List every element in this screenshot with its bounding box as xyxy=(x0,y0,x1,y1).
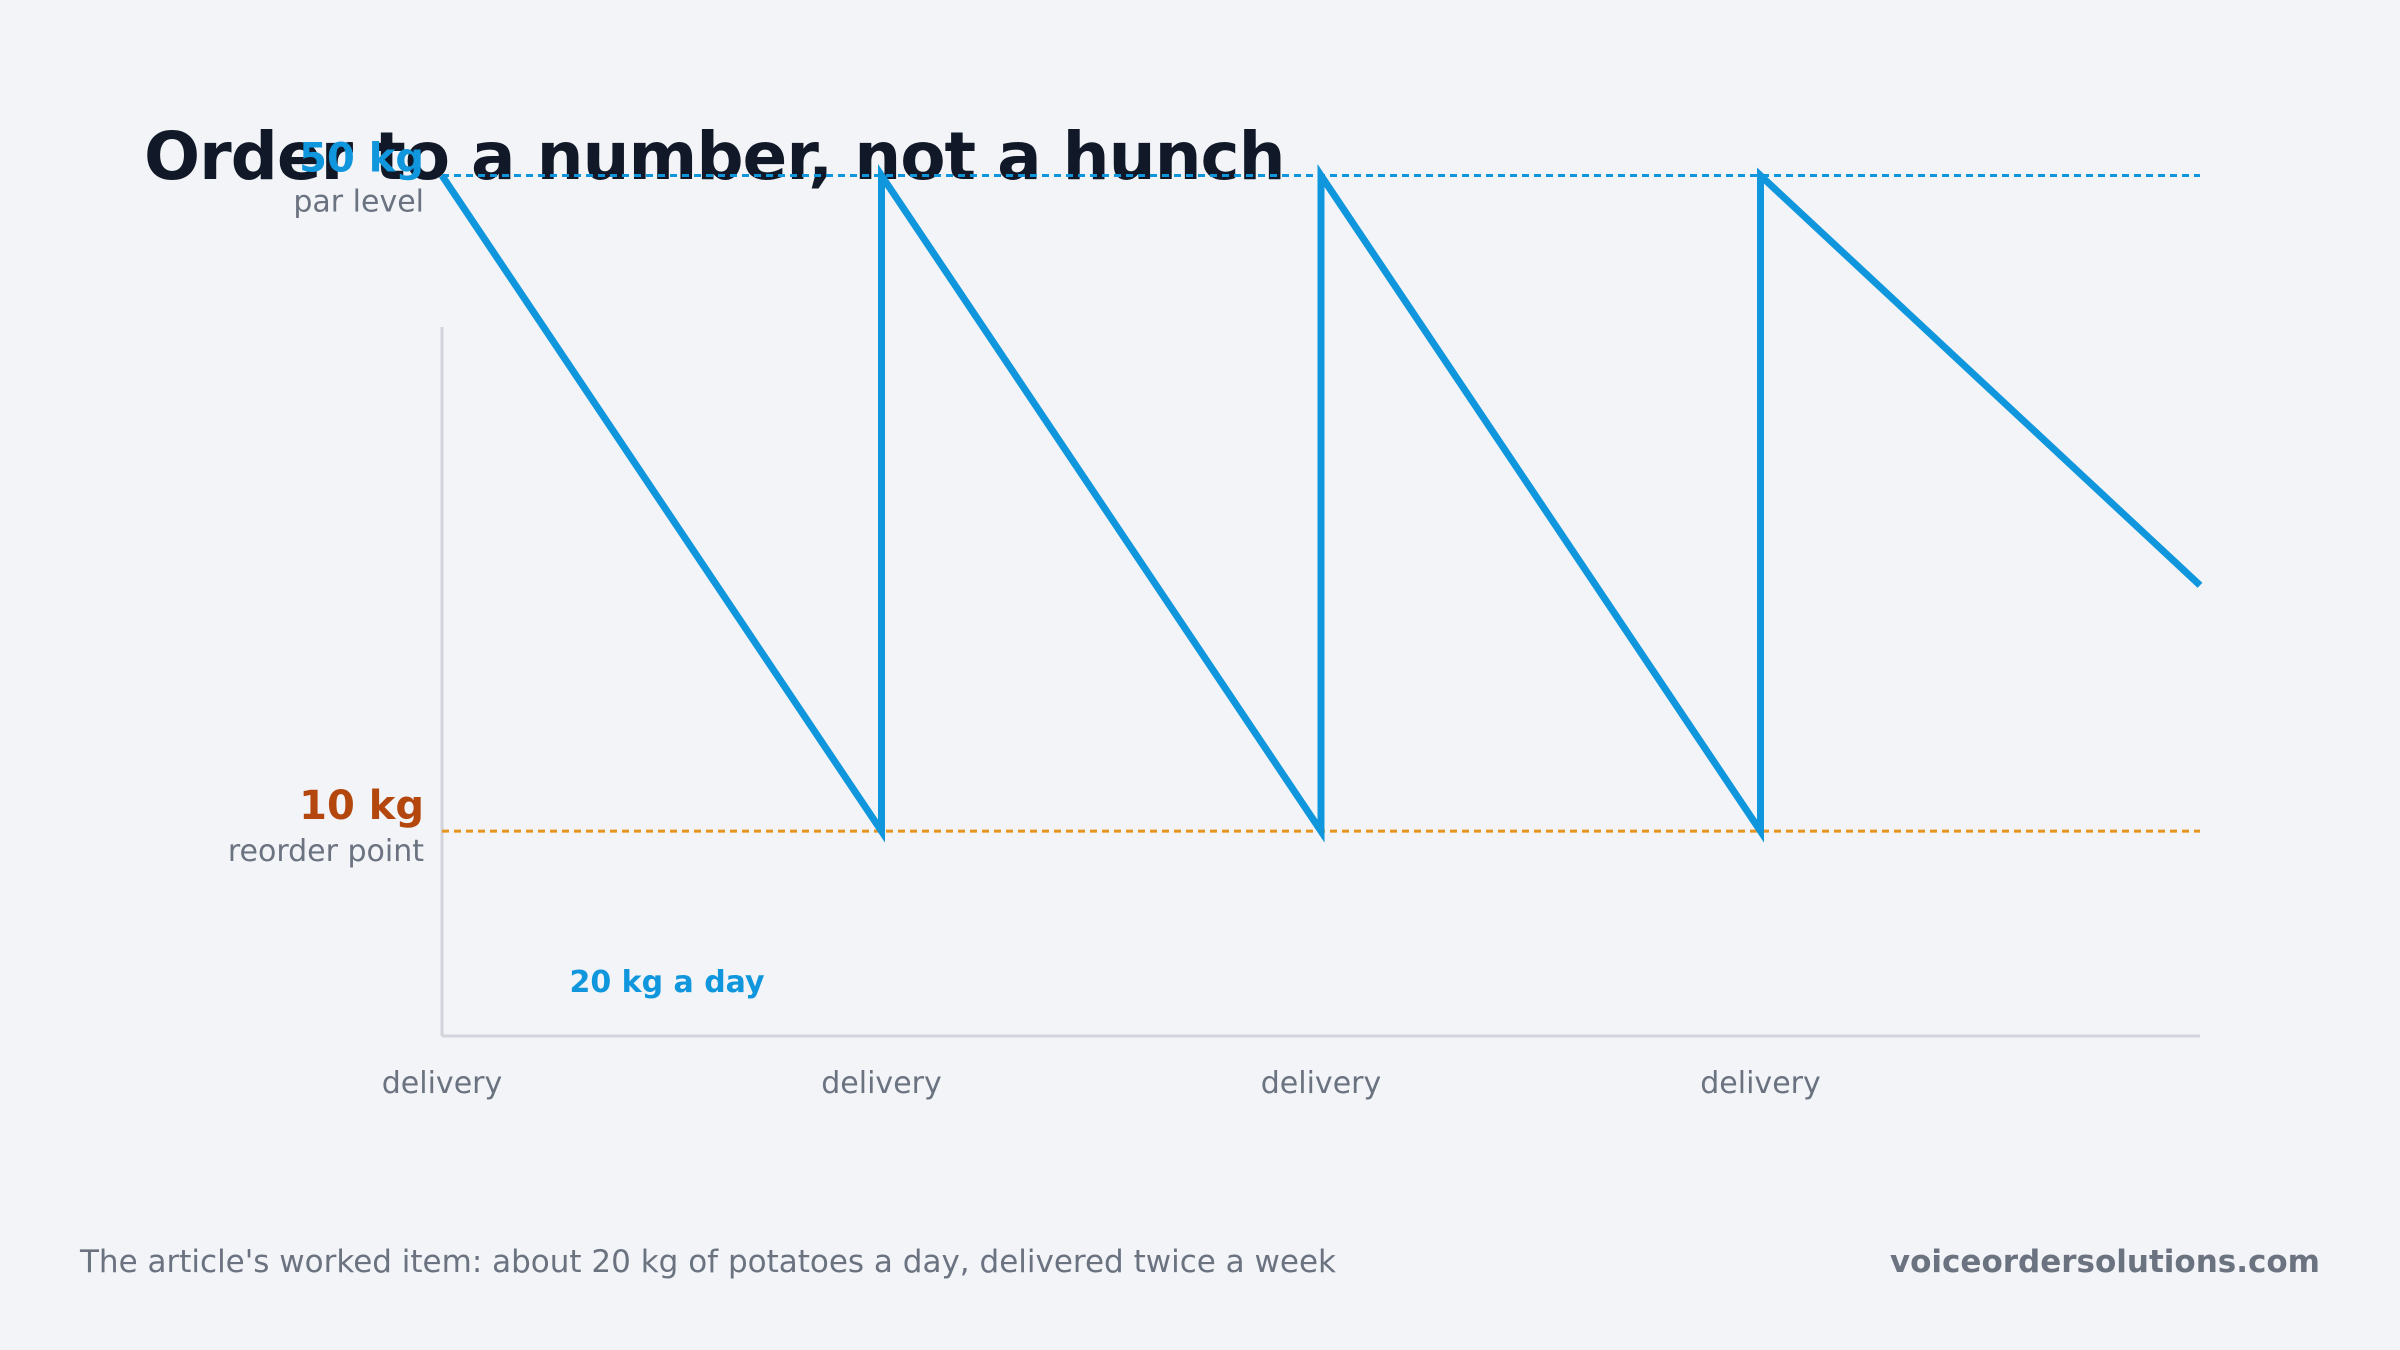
reorder-point-label: reorder point xyxy=(228,834,424,869)
footer-site-link[interactable]: voiceordersolutions.com xyxy=(1889,1244,2320,1280)
par-level-value-label: 50 kg xyxy=(299,136,424,182)
x-tick-label: delivery xyxy=(1261,1066,1381,1101)
chart-title: Order to a number, not a hunch xyxy=(144,118,1286,195)
x-tick-label: delivery xyxy=(1700,1066,1820,1101)
x-tick-label: delivery xyxy=(821,1066,941,1101)
x-tick-label: delivery xyxy=(382,1066,502,1101)
par-level-label: par level xyxy=(293,185,424,220)
reorder-point-value-label: 10 kg xyxy=(299,783,424,829)
stock-series-line xyxy=(439,164,2203,843)
consumption-rate-label: 20 kg a day xyxy=(569,965,765,1000)
footer-note: The article's worked item: about 20 kg o… xyxy=(80,1244,1336,1280)
